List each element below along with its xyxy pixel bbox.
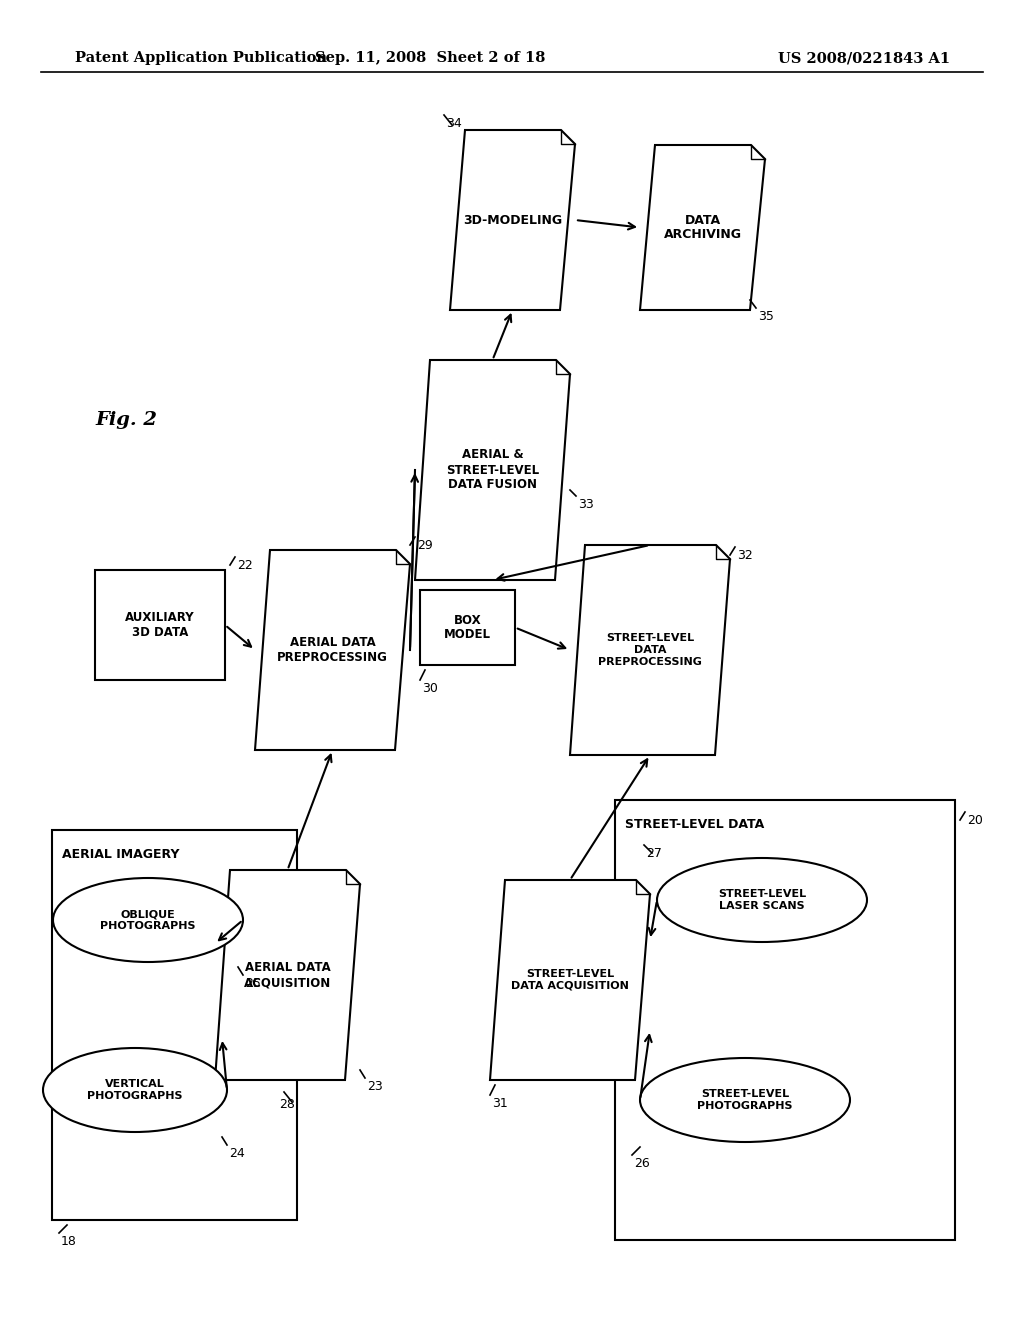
Polygon shape [415,360,570,579]
Text: 28: 28 [280,1098,295,1111]
Text: 33: 33 [578,498,594,511]
Ellipse shape [53,878,243,962]
Text: STREET-LEVEL
DATA ACQUISITION: STREET-LEVEL DATA ACQUISITION [511,969,629,991]
Text: VERTICAL
PHOTOGRAPHS: VERTICAL PHOTOGRAPHS [87,1080,182,1101]
Polygon shape [255,550,410,750]
Text: STREET-LEVEL DATA: STREET-LEVEL DATA [625,818,764,832]
Text: 27: 27 [646,847,662,861]
Text: AERIAL DATA
PREPROCESSING: AERIAL DATA PREPROCESSING [278,636,388,664]
Text: AERIAL DATA
ACQUISITION: AERIAL DATA ACQUISITION [244,961,331,989]
Text: STREET-LEVEL
LASER SCANS: STREET-LEVEL LASER SCANS [718,890,806,911]
Polygon shape [640,145,765,310]
Text: 29: 29 [417,539,433,552]
FancyBboxPatch shape [420,590,515,665]
Text: Patent Application Publication: Patent Application Publication [75,51,327,65]
Text: 24: 24 [229,1147,245,1160]
Text: 23: 23 [367,1080,383,1093]
Text: 31: 31 [492,1097,508,1110]
Polygon shape [570,545,730,755]
Text: 30: 30 [422,682,438,696]
Ellipse shape [657,858,867,942]
Text: OBLIQUE
PHOTOGRAPHS: OBLIQUE PHOTOGRAPHS [100,909,196,931]
FancyBboxPatch shape [52,830,297,1220]
Polygon shape [215,870,360,1080]
Text: AERIAL &
STREET-LEVEL
DATA FUSION: AERIAL & STREET-LEVEL DATA FUSION [445,449,539,491]
Text: 25: 25 [245,977,261,990]
Text: Sep. 11, 2008  Sheet 2 of 18: Sep. 11, 2008 Sheet 2 of 18 [314,51,545,65]
Text: 35: 35 [758,310,774,323]
Text: STREET-LEVEL
PHOTOGRAPHS: STREET-LEVEL PHOTOGRAPHS [697,1089,793,1111]
Text: US 2008/0221843 A1: US 2008/0221843 A1 [778,51,950,65]
FancyBboxPatch shape [615,800,955,1239]
Text: 32: 32 [737,549,753,562]
FancyBboxPatch shape [95,570,225,680]
Polygon shape [450,129,575,310]
Text: AUXILIARY
3D DATA: AUXILIARY 3D DATA [125,611,195,639]
Text: DATA
ARCHIVING: DATA ARCHIVING [664,214,741,242]
Text: 26: 26 [634,1158,650,1170]
Text: 34: 34 [446,117,462,129]
Text: 22: 22 [237,558,253,572]
Ellipse shape [43,1048,227,1133]
Text: Fig. 2: Fig. 2 [95,411,157,429]
Polygon shape [490,880,650,1080]
Text: 3D-MODELING: 3D-MODELING [463,214,562,227]
Text: 18: 18 [61,1236,77,1247]
Text: AERIAL IMAGERY: AERIAL IMAGERY [62,847,179,861]
Text: BOX
MODEL: BOX MODEL [444,614,490,642]
Ellipse shape [640,1059,850,1142]
Text: STREET-LEVEL
DATA
PREPROCESSING: STREET-LEVEL DATA PREPROCESSING [598,634,701,667]
Text: 20: 20 [967,814,983,828]
